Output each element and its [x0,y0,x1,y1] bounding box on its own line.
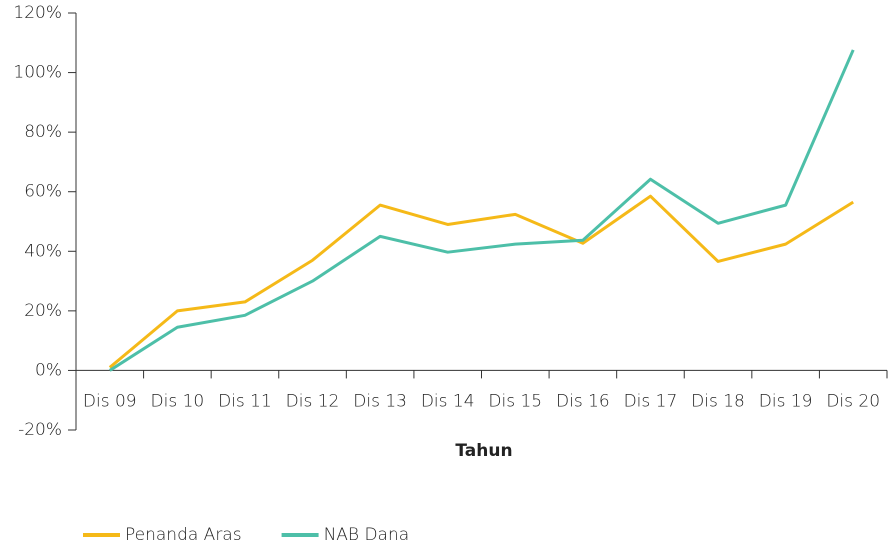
x-tick-label: Dis 18 [691,391,745,411]
x-tick-label: Dis 19 [759,391,813,411]
data-line [108,194,854,369]
x-tick-label: Dis 16 [556,391,610,411]
x-tick-label: Dis 15 [488,391,542,411]
y-tick-label: 100% [13,63,62,83]
x-tick-label: Dis 20 [826,391,880,411]
y-tick-label: 120% [13,3,62,23]
data-line [108,49,855,372]
y-tick-label: 60% [24,182,62,202]
x-tick-label: Dis 09 [83,391,137,411]
x-tick-label: Dis 12 [286,391,340,411]
x-tick-label: Dis 10 [151,391,205,411]
y-tick-label: 40% [24,241,62,261]
legend-label: Penanda Aras [125,525,242,545]
x-tick-label: Dis 14 [421,391,475,411]
legend-label: NAB Dana [324,525,410,545]
y-tick-label: 80% [24,122,62,142]
x-tick-label: Dis 17 [624,391,678,411]
y-tick-label: 0% [35,360,62,380]
x-axis-label: Tahun [455,441,512,461]
y-tick-label: 20% [24,301,62,321]
x-tick-label: Dis 11 [218,391,272,411]
y-tick-label: -20% [18,420,62,440]
x-tick-label: Dis 13 [353,391,407,411]
